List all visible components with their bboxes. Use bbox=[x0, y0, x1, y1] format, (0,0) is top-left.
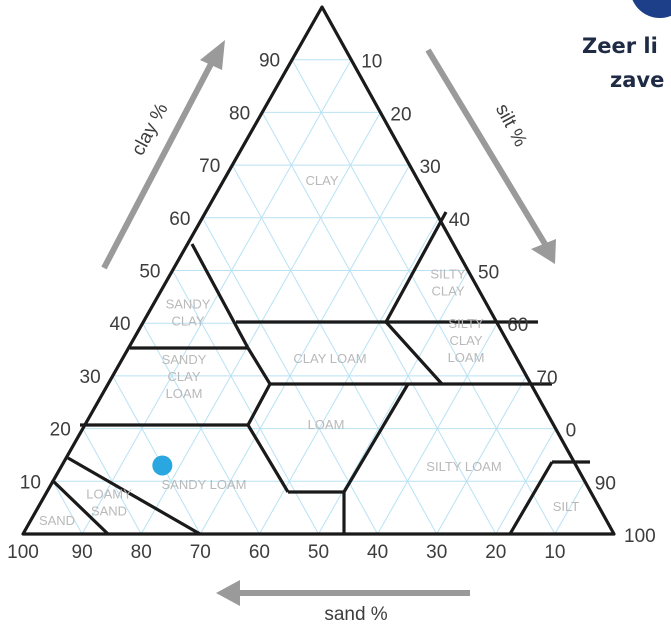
sand-tick-label: 50 bbox=[308, 542, 329, 563]
grid-line bbox=[436, 375, 527, 535]
silt-tick-label: 100 bbox=[624, 526, 656, 547]
texture-boundary-line bbox=[384, 211, 448, 323]
sand-tick-label: 80 bbox=[131, 542, 152, 563]
sand-tick-label: 40 bbox=[367, 542, 388, 563]
region-label-loam: LOAM bbox=[308, 417, 345, 432]
texture-boundary-line bbox=[508, 461, 554, 535]
grid-line bbox=[81, 59, 352, 535]
grid-line bbox=[142, 322, 260, 535]
region-label-loamy-sand: SAND bbox=[91, 504, 127, 519]
header-line-2: zave bbox=[610, 68, 664, 92]
texture-boundaries bbox=[21, 5, 616, 536]
clay-tick-label: 30 bbox=[80, 367, 101, 388]
sand-tick-label: 30 bbox=[426, 542, 447, 563]
region-label-silty-clay: SILTY bbox=[430, 267, 465, 282]
corner-badge-icon bbox=[632, 0, 671, 18]
region-label-sand: SAND bbox=[39, 513, 75, 528]
region-label-sandy-clay: CLAY bbox=[172, 314, 205, 329]
texture-boundary-line bbox=[246, 383, 272, 426]
sand-axis-label: sand % bbox=[324, 604, 387, 625]
sample-point bbox=[152, 455, 173, 476]
region-label-silty-clay-loam: SILTY bbox=[448, 316, 483, 331]
grid-line bbox=[495, 428, 557, 535]
grid-line bbox=[82, 428, 142, 535]
texture-boundary-line bbox=[384, 320, 444, 386]
clay-tick-label: 70 bbox=[199, 156, 220, 177]
clay-arrow-icon bbox=[101, 40, 225, 270]
texture-boundary-line bbox=[67, 456, 201, 536]
region-label-clay-loam: CLAY LOAM bbox=[293, 351, 366, 366]
grid-line bbox=[377, 322, 498, 535]
clay-tick-label: 10 bbox=[20, 472, 41, 493]
texture-boundary-line bbox=[342, 383, 410, 493]
texture-boundary-line bbox=[190, 243, 250, 349]
silt-tick-label: 50 bbox=[478, 263, 499, 284]
clay-tick-label: 80 bbox=[229, 103, 250, 124]
silt-tick-label: 70 bbox=[536, 368, 557, 389]
texture-boundary-line bbox=[50, 478, 110, 536]
region-label-loamy-sand: LOAMY bbox=[86, 487, 132, 502]
silt-arrow-icon bbox=[425, 48, 556, 264]
region-label-silty-clay-loam: CLAY bbox=[450, 333, 483, 348]
grid-line bbox=[554, 481, 586, 535]
region-label-silty-clay: CLAY bbox=[432, 284, 465, 299]
texture-boundary-line bbox=[21, 5, 616, 536]
sand-tick-label: 20 bbox=[485, 542, 506, 563]
clay-tick-label: 50 bbox=[139, 262, 160, 283]
sand-arrow-icon bbox=[216, 580, 470, 606]
region-label-clay: CLAY bbox=[306, 173, 339, 188]
sand-tick-label: 90 bbox=[72, 542, 93, 563]
region-label-sandy-clay-loam: SANDY bbox=[162, 352, 207, 367]
clay-tick-label: 90 bbox=[259, 51, 280, 72]
grid-line bbox=[172, 270, 319, 535]
grid-line bbox=[199, 164, 411, 535]
grid-line bbox=[112, 375, 201, 535]
texture-boundary-line bbox=[246, 424, 290, 493]
axis-ticks: 10 20 30 40 50 60 70 80 90 10 20 30 40 50 60 70 0 90 100 10… bbox=[7, 51, 656, 563]
clay-tick-label: 20 bbox=[50, 420, 71, 441]
region-label-sandy-loam: SANDY LOAM bbox=[161, 477, 246, 492]
region-label-sandy-clay: SANDY bbox=[166, 297, 211, 312]
silt-axis-label: silt % bbox=[491, 100, 531, 150]
header-line-1: Zeer li bbox=[582, 34, 658, 58]
region-label-sandy-clay-loam: CLAY bbox=[168, 369, 201, 384]
region-label-silty-clay-loam: LOAM bbox=[448, 350, 485, 365]
texture-region-labels: CLAY SILTY CLAY SANDY CLAY CLAY LOAM SILTY CLAY… bbox=[39, 173, 579, 528]
grid-line bbox=[52, 481, 83, 535]
sand-tick-label: 100 bbox=[7, 542, 39, 563]
region-label-sandy-clay-loam: LOAM bbox=[166, 386, 203, 401]
region-label-silty-loam: SILTY LOAM bbox=[426, 459, 501, 474]
sand-tick-label: 60 bbox=[249, 542, 270, 563]
silt-tick-label: 10 bbox=[361, 52, 382, 73]
silt-tick-label: 0 bbox=[566, 421, 577, 442]
grid-line bbox=[231, 164, 438, 535]
texture-boundary-line bbox=[246, 347, 272, 385]
grid-line bbox=[291, 59, 556, 535]
clay-tick-label: 40 bbox=[109, 314, 130, 335]
silt-tick-label: 30 bbox=[420, 157, 441, 178]
sand-tick-label: 70 bbox=[190, 542, 211, 563]
silt-tick-label: 90 bbox=[595, 473, 616, 494]
region-label-silt: SILT bbox=[553, 499, 580, 514]
silt-tick-label: 20 bbox=[390, 104, 411, 125]
silt-tick-label: 40 bbox=[449, 210, 470, 231]
clay-tick-label: 60 bbox=[169, 209, 190, 230]
silt-tick-label: 60 bbox=[507, 315, 528, 336]
sand-tick-label: 10 bbox=[544, 542, 565, 563]
